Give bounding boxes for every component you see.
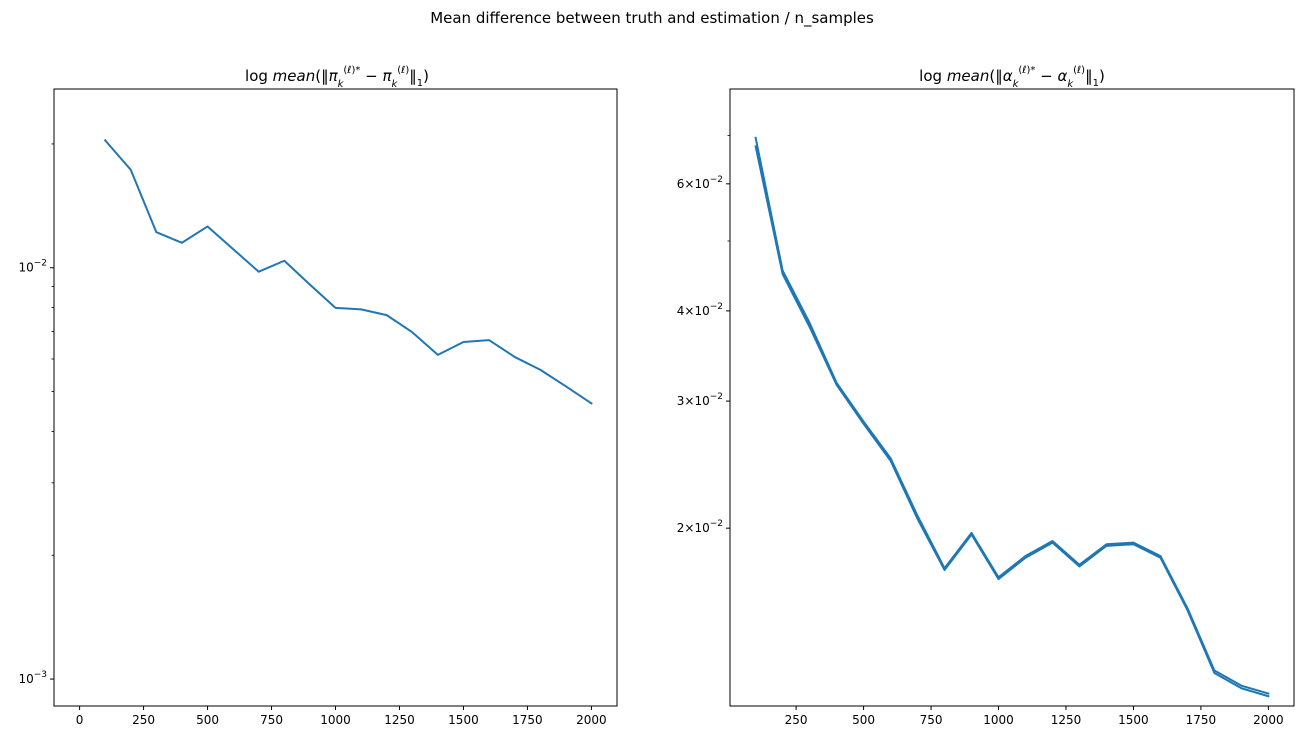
right-ytick-label: 6×10−2	[677, 175, 723, 191]
left-xtick-label: 1500	[448, 713, 479, 727]
right-xtick-label: 1500	[1118, 713, 1149, 727]
left-xtick-label: 750	[260, 713, 283, 727]
right-ytick-label: 3×10−2	[677, 392, 723, 408]
left-series-line	[103, 138, 593, 405]
right-axes: log mean(‖αk(ℓ)* − αk(ℓ)‖1) 250 500 750 100…	[677, 65, 1295, 727]
left-xtick-label: 500	[196, 713, 219, 727]
right-xtick-label: 1000	[983, 713, 1014, 727]
right-xtick-label: 1750	[1186, 713, 1217, 727]
right-xtick-label: 500	[852, 713, 875, 727]
left-xtick-label: 0	[76, 713, 84, 727]
right-ytick-label: 4×10−2	[677, 302, 723, 318]
left-ytick-label: 10−3	[18, 670, 47, 686]
left-xtick-label: 1250	[384, 713, 415, 727]
right-xtick-label: 750	[920, 713, 943, 727]
figure-suptitle: Mean difference between truth and estima…	[430, 9, 874, 28]
right-axes-frame	[729, 88, 1295, 707]
left-xtick-label: 250	[132, 713, 155, 727]
left-xtick-label: 2000	[576, 713, 607, 727]
right-xtick-label: 2000	[1253, 713, 1284, 727]
right-series-line	[754, 145, 1270, 698]
left-ytick-label: 10−2	[18, 259, 47, 275]
right-ytick-label: 2×10−2	[677, 519, 723, 535]
left-axes: log mean(‖πk(ℓ)* − πk(ℓ)‖1) 0 250 500 750 10…	[18, 65, 618, 727]
left-xtick-label: 1750	[512, 713, 543, 727]
right-xtick-label: 1250	[1051, 713, 1082, 727]
left-xtick-label: 1000	[320, 713, 351, 727]
right-xtick-label: 250	[785, 713, 808, 727]
left-axes-frame	[53, 88, 618, 707]
left-axes-title: log mean(‖πk(ℓ)* − πk(ℓ)‖1)	[245, 65, 429, 90]
right-axes-title: log mean(‖αk(ℓ)* − αk(ℓ)‖1)	[919, 65, 1105, 90]
